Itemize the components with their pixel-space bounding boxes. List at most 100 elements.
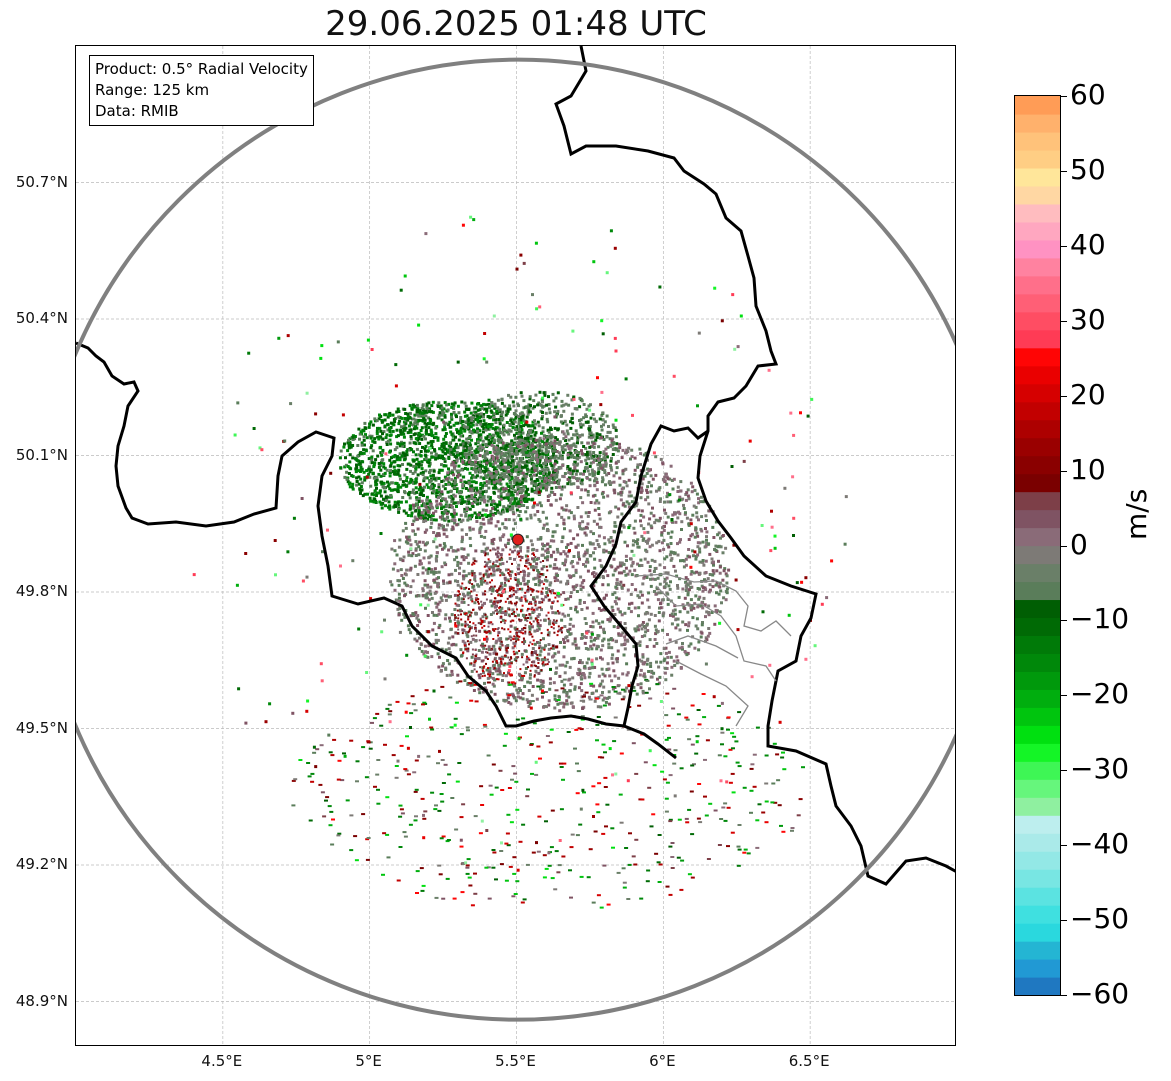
echo-pixel: [355, 463, 358, 467]
echo-pixel: [350, 485, 354, 489]
echo-pixel: [436, 436, 440, 440]
echo-pixel: [535, 488, 539, 492]
echo-pixel: [535, 478, 539, 481]
echo-pixel: [544, 549, 548, 553]
echo-pixel: [670, 673, 674, 677]
echo-pixel: [701, 621, 704, 624]
echo-pixel: [404, 412, 408, 415]
echo-pixel: [482, 542, 486, 546]
echo-pixel: [671, 487, 675, 491]
echo-pixel: [471, 487, 475, 491]
echo-pixel: [544, 644, 547, 648]
echo-pixel: [497, 476, 501, 480]
echo-pixel: [545, 485, 549, 489]
echo-pixel: [515, 457, 519, 460]
echo-pixel: [600, 679, 604, 683]
echo-pixel: [459, 513, 463, 517]
echo-pixel: [450, 512, 454, 516]
echo-pixel: [455, 487, 459, 491]
echo-pixel: [678, 628, 682, 632]
echo-pixel: [687, 548, 691, 551]
echo-pixel: [528, 625, 532, 629]
echo-pixel: [440, 480, 444, 483]
echo-pixel: [607, 551, 611, 554]
echo-pixel: [708, 588, 712, 592]
echo-pixel: [402, 612, 406, 616]
echo-pixel: [360, 441, 364, 445]
echo-pixel: [458, 608, 462, 612]
echo-pixel: [664, 571, 668, 575]
echo-pixel: [440, 599, 444, 602]
echo-pixel: [580, 478, 584, 482]
echo-pixel: [485, 581, 489, 585]
echo-pixel: [647, 670, 651, 673]
radar-map[interactable]: [75, 45, 956, 1046]
echo-pixel: [465, 502, 469, 506]
echo-pixel: [620, 643, 624, 647]
echo-pixel: [488, 435, 492, 439]
echo-pixel: [655, 642, 659, 645]
echo-pixel: [562, 508, 566, 512]
echo-pixel: [586, 629, 590, 633]
echo-pixel: [440, 499, 443, 503]
echo-pixel: [363, 443, 366, 447]
echo-pixel: [421, 414, 425, 418]
echo-pixel: [671, 614, 675, 618]
echo-pixel: [560, 454, 564, 458]
echo-pixel: [379, 494, 383, 498]
echo-pixel: [408, 480, 412, 484]
echo-pixel: [538, 492, 542, 496]
echo-pixel: [409, 463, 413, 467]
echo-pixel: [416, 624, 420, 627]
echo-pixel: [697, 518, 700, 522]
echo-pixel: [646, 598, 650, 602]
echo-pixel: [575, 646, 578, 650]
echo-pixel: [547, 407, 551, 411]
echo-pixel: [446, 659, 450, 662]
echo-pixel: [445, 500, 449, 504]
echo-pixel: [522, 569, 526, 573]
echo-pixel: [561, 612, 565, 616]
echo-pixel: [442, 542, 446, 546]
echo-pixel: [565, 423, 569, 427]
echo-pixel: [521, 443, 525, 447]
echo-pixel: [634, 540, 637, 544]
radar-map-canvas[interactable]: [76, 46, 956, 1046]
echo-pixel: [600, 480, 604, 484]
echo-pixel: [389, 494, 393, 498]
echo-pixel: [423, 583, 427, 587]
echo-pixel: [370, 444, 374, 448]
echo-pixel: [374, 483, 378, 487]
echo-pixel: [441, 457, 445, 461]
echo-pixel: [602, 637, 606, 641]
echo-pixel: [529, 424, 533, 428]
echo-pixel: [523, 440, 527, 444]
echo-pixel: [426, 449, 430, 453]
echo-pixel: [417, 463, 421, 466]
echo-pixel: [615, 596, 619, 600]
echo-pixel: [695, 617, 699, 621]
echo-pixel: [701, 606, 705, 610]
echo-pixel: [406, 537, 410, 541]
echo-pixel: [530, 448, 534, 452]
echo-pixel: [404, 511, 408, 515]
echo-pixel: [393, 539, 397, 543]
echo-pixel: [414, 540, 418, 544]
echo-pixel: [538, 446, 542, 450]
echo-pixel: [396, 607, 400, 611]
echo-pixel: [620, 456, 624, 460]
echo-pixel: [515, 637, 519, 641]
echo-pixel: [509, 442, 513, 445]
echo-pixel: [542, 391, 546, 395]
echo-pixel: [598, 451, 602, 455]
echo-pixel: [418, 442, 422, 445]
echo-pixel: [503, 526, 507, 529]
echo-pixel: [492, 468, 496, 472]
echo-pixel: [624, 566, 628, 570]
echo-pixel: [573, 460, 577, 464]
echo-pixel: [442, 411, 446, 415]
echo-pixel: [662, 479, 666, 482]
echo-pixel: [686, 494, 690, 498]
echo-pixel: [667, 584, 671, 588]
echo-pixel: [594, 420, 598, 424]
